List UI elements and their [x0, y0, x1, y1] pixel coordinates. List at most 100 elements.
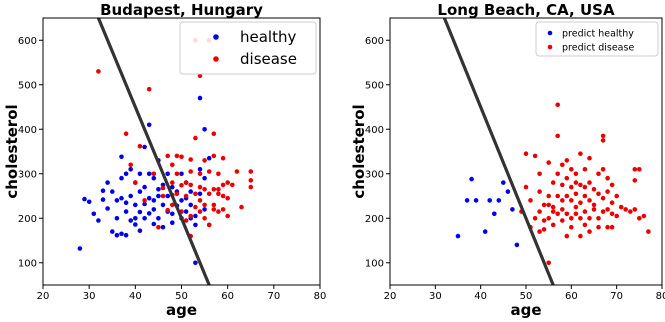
data-point-predict-disease [537, 189, 542, 194]
data-point-healthy [137, 228, 143, 233]
data-point-disease [202, 202, 207, 208]
data-point-predict-disease [614, 213, 619, 219]
data-point-disease [220, 155, 226, 161]
data-point-predict-disease [587, 180, 592, 185]
data-point-disease [160, 185, 166, 191]
data-point-healthy [137, 171, 143, 177]
data-point-predict-disease [609, 211, 615, 217]
data-point-healthy [91, 211, 97, 217]
data-point-predict-disease [569, 216, 574, 221]
data-point-predict-disease [569, 224, 574, 230]
y-tick-label: 500 [365, 80, 384, 91]
data-point-disease [183, 218, 189, 223]
y-tick-label: 600 [18, 36, 37, 47]
data-point-disease [188, 157, 193, 162]
data-point-predict-disease [573, 180, 579, 185]
y-tick-label: 100 [18, 258, 37, 269]
y-tick-label: 600 [365, 36, 384, 47]
data-point-disease [188, 213, 193, 219]
data-point-predict-disease [550, 222, 556, 228]
data-point-healthy [77, 246, 83, 251]
data-point-healthy [119, 175, 124, 181]
data-point-disease [216, 209, 221, 214]
data-point-predict-disease [569, 167, 574, 172]
chart-title: Budapest, Hungary [100, 1, 263, 19]
data-point-healthy [133, 222, 138, 227]
x-axis-label: age [166, 301, 197, 319]
data-point-predict-healthy [473, 198, 479, 203]
data-point-disease [96, 69, 101, 74]
data-point-disease [202, 216, 207, 221]
data-point-predict-disease [587, 216, 592, 221]
data-point-predict-disease [569, 198, 574, 203]
y-axis-label: cholesterol [350, 104, 368, 198]
data-point-predict-disease [605, 175, 610, 181]
data-point-disease [211, 187, 217, 192]
data-point-healthy [105, 206, 110, 211]
data-point-disease [174, 171, 180, 177]
data-point-predict-disease [541, 227, 547, 232]
data-point-predict-disease [546, 216, 551, 221]
data-point-healthy [179, 198, 184, 203]
data-point-disease [211, 202, 217, 208]
data-point-healthy [123, 209, 129, 214]
data-point-disease [197, 209, 203, 214]
data-point-healthy [202, 207, 207, 212]
data-point-predict-healthy [455, 233, 461, 239]
data-point-predict-disease [541, 218, 547, 223]
y-axis-label: cholesterol [3, 104, 21, 198]
data-point-disease [174, 153, 180, 159]
data-point-predict-disease [582, 184, 588, 190]
data-point-predict-disease [560, 198, 565, 203]
x-tick-label: 20 [384, 291, 397, 302]
data-point-predict-disease [573, 191, 579, 197]
data-point-disease [128, 162, 133, 168]
data-point-predict-disease [637, 167, 642, 172]
y-tick-label: 500 [18, 80, 37, 91]
data-point-predict-disease [550, 209, 556, 214]
data-point-healthy [128, 167, 133, 172]
data-point-predict-healthy [501, 180, 506, 185]
legend: predict healthy predict disease [535, 21, 659, 57]
x-tick-label: 50 [175, 291, 188, 302]
data-point-predict-disease [560, 182, 565, 188]
data-point-healthy [133, 216, 138, 221]
data-point-disease [216, 171, 221, 177]
data-point-disease [225, 213, 230, 219]
data-point-predict-disease [578, 200, 583, 205]
data-point-healthy [105, 180, 110, 185]
data-point-healthy [142, 201, 147, 207]
data-point-predict-disease [609, 182, 615, 188]
data-point-disease [239, 204, 244, 210]
legend-box [535, 21, 659, 57]
data-point-healthy [123, 200, 129, 205]
data-point-predict-disease [587, 229, 592, 234]
data-point-predict-disease [605, 224, 610, 230]
data-point-disease [170, 162, 175, 168]
data-point-healthy [86, 199, 92, 205]
data-point-disease [188, 169, 193, 174]
x-tick-label: 50 [520, 291, 533, 302]
data-point-predict-disease [578, 233, 583, 239]
data-point-predict-disease [537, 209, 542, 214]
data-point-disease [170, 202, 175, 208]
data-point-predict-healthy [469, 176, 474, 182]
data-point-disease [197, 171, 203, 177]
data-point-predict-disease [564, 175, 570, 181]
data-point-healthy [137, 189, 143, 194]
data-point-predict-disease [555, 133, 560, 139]
legend-label: disease [240, 50, 297, 68]
data-point-healthy [82, 196, 87, 202]
data-point-predict-disease [555, 171, 560, 177]
data-point-predict-disease [546, 193, 551, 199]
data-point-healthy [133, 202, 138, 208]
data-point-disease [211, 207, 217, 212]
data-point-healthy [183, 209, 189, 214]
data-point-predict-disease [596, 191, 601, 197]
points-group [77, 38, 254, 266]
data-point-predict-disease [632, 167, 638, 172]
data-point-healthy [146, 195, 152, 201]
data-point-predict-disease [560, 218, 565, 223]
legend-marker [547, 30, 553, 36]
